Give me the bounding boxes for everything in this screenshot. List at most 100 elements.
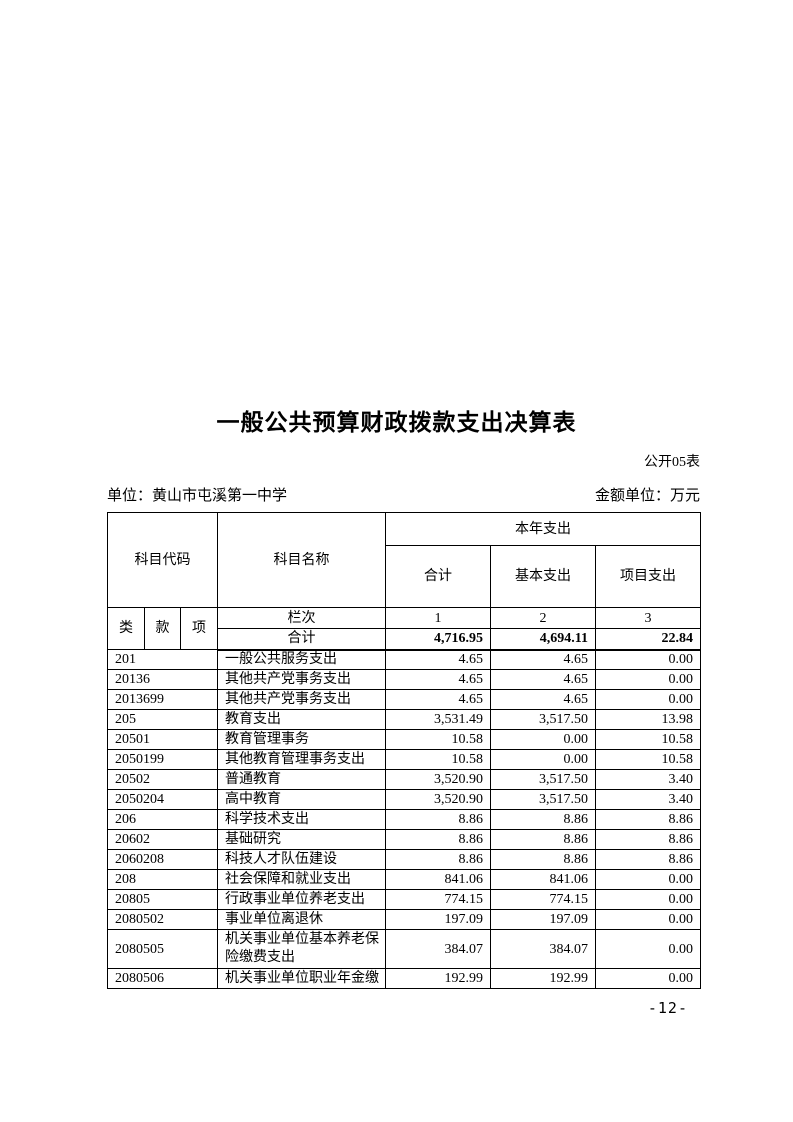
cell-code: 20502 xyxy=(107,769,218,790)
column-number-1: 1 xyxy=(385,607,491,629)
cell-basic: 3,517.50 xyxy=(490,769,596,790)
header-code-class: 类 xyxy=(107,607,145,650)
cell-project: 0.00 xyxy=(595,689,701,710)
cell-code: 20136 xyxy=(107,669,218,690)
grand-total-label: 合计 xyxy=(217,628,386,651)
header-code-section: 款 xyxy=(144,607,181,650)
cell-total: 4.65 xyxy=(385,669,491,690)
cell-name: 行政事业单位养老支出 xyxy=(217,889,386,910)
cell-basic: 4.65 xyxy=(490,689,596,710)
header-code-item: 项 xyxy=(180,607,218,650)
header-row-1: 科目代码 科目名称 本年支出 xyxy=(107,512,701,608)
cell-project: 0.00 xyxy=(595,669,701,690)
cell-basic: 384.07 xyxy=(490,929,596,969)
grand-total-row: 合计 4,716.95 4,694.11 22.84 xyxy=(108,628,701,651)
cell-name: 事业单位离退休 xyxy=(217,909,386,930)
cell-name: 科技人才队伍建设 xyxy=(217,849,386,870)
cell-basic: 841.06 xyxy=(490,869,596,890)
cell-project: 0.00 xyxy=(595,869,701,890)
cell-name: 机关事业单位职业年金缴 xyxy=(217,968,386,989)
cell-name: 社会保障和就业支出 xyxy=(217,869,386,890)
header-col-total: 合计 xyxy=(385,545,491,608)
cell-code: 20602 xyxy=(107,829,218,850)
page-number: -12- xyxy=(647,999,688,1017)
cell-code: 2060208 xyxy=(107,849,218,870)
header-subject-name: 科目名称 xyxy=(217,512,386,608)
cell-name: 普通教育 xyxy=(217,769,386,790)
table-row: 20805 行政事业单位养老支出 774.15 774.15 0.00 xyxy=(107,889,701,910)
cell-total: 384.07 xyxy=(385,929,491,969)
cell-basic: 197.09 xyxy=(490,909,596,930)
cell-name: 科学技术支出 xyxy=(217,809,386,830)
amount-unit-label: 金额单位：万元 xyxy=(594,488,700,504)
cell-total: 3,520.90 xyxy=(385,769,491,790)
cell-project: 0.00 xyxy=(595,968,701,989)
column-number-2: 2 xyxy=(490,607,596,629)
cell-name: 教育管理事务 xyxy=(217,729,386,750)
cell-name: 其他共产党事务支出 xyxy=(217,689,386,710)
cell-name: 一般公共服务支出 xyxy=(217,649,386,670)
cell-total: 197.09 xyxy=(385,909,491,930)
page-title: 一般公共预算财政拨款支出决算表 xyxy=(216,409,577,435)
cell-project: 0.00 xyxy=(595,889,701,910)
cell-name: 其他教育管理事务支出 xyxy=(217,749,386,770)
grand-total-total: 4,716.95 xyxy=(385,628,491,651)
cell-basic: 0.00 xyxy=(490,729,596,750)
cell-basic: 8.86 xyxy=(490,849,596,870)
cell-total: 8.86 xyxy=(385,849,491,870)
cell-project: 10.58 xyxy=(595,729,701,750)
cell-total: 3,531.49 xyxy=(385,709,491,730)
header-col-basic: 基本支出 xyxy=(490,545,596,608)
table-row: 20602 基础研究 8.86 8.86 8.86 xyxy=(107,829,701,850)
cell-code: 2080506 xyxy=(107,968,218,989)
cell-project: 13.98 xyxy=(595,709,701,730)
cell-code: 201 xyxy=(107,649,218,670)
table-row: 201 一般公共服务支出 4.65 4.65 0.00 xyxy=(107,649,701,670)
cell-code: 2050199 xyxy=(107,749,218,770)
header-subject-code: 科目代码 xyxy=(107,512,218,608)
table-row: 2013699 其他共产党事务支出 4.65 4.65 0.00 xyxy=(107,689,701,710)
cell-project: 0.00 xyxy=(595,909,701,930)
header-current-year: 本年支出 xyxy=(385,512,701,546)
cell-total: 10.58 xyxy=(385,749,491,770)
table-row: 2080502 事业单位离退休 197.09 197.09 0.00 xyxy=(107,909,701,930)
cell-code: 2013699 xyxy=(107,689,218,710)
column-number-3: 3 xyxy=(595,607,701,629)
table-row: 2080505 机关事业单位基本养老保险缴费支出 384.07 384.07 0… xyxy=(107,929,701,969)
cell-total: 10.58 xyxy=(385,729,491,750)
unit-label: 单位：黄山市屯溪第一中学 xyxy=(107,488,288,504)
cell-name: 高中教育 xyxy=(217,789,386,810)
cell-code: 205 xyxy=(107,709,218,730)
table-row: 20502 普通教育 3,520.90 3,517.50 3.40 xyxy=(107,769,701,790)
table-row: 2080506 机关事业单位职业年金缴 192.99 192.99 0.00 xyxy=(107,968,701,989)
grand-total-basic: 4,694.11 xyxy=(490,628,596,651)
cell-total: 774.15 xyxy=(385,889,491,910)
header-row-2: 合计 基本支出 项目支出 xyxy=(108,545,701,608)
cell-basic: 4.65 xyxy=(490,669,596,690)
table-row: 206 科学技术支出 8.86 8.86 8.86 xyxy=(107,809,701,830)
budget-table: 科目代码 科目名称 本年支出 合计 基本支出 项目支出 类 款 项 栏次 1 2… xyxy=(107,512,701,989)
header-row-3: 类 款 项 栏次 1 2 3 xyxy=(107,607,701,650)
cell-basic: 8.86 xyxy=(490,809,596,830)
header-col-project: 项目支出 xyxy=(595,545,701,608)
cell-total: 4.65 xyxy=(385,649,491,670)
cell-project: 8.86 xyxy=(595,809,701,830)
cell-code: 2050204 xyxy=(107,789,218,810)
cell-basic: 192.99 xyxy=(490,968,596,989)
cell-total: 8.86 xyxy=(385,809,491,830)
cell-total: 8.86 xyxy=(385,829,491,850)
cell-basic: 3,517.50 xyxy=(490,709,596,730)
cell-project: 10.58 xyxy=(595,749,701,770)
cell-code: 206 xyxy=(107,809,218,830)
cell-basic: 774.15 xyxy=(490,889,596,910)
meta-row: 单位：黄山市屯溪第一中学 金额单位：万元 xyxy=(107,487,700,506)
cell-basic: 4.65 xyxy=(490,649,596,670)
cell-project: 3.40 xyxy=(595,789,701,810)
cell-code: 2080502 xyxy=(107,909,218,930)
table-row: 2060208 科技人才队伍建设 8.86 8.86 8.86 xyxy=(107,849,701,870)
cell-total: 841.06 xyxy=(385,869,491,890)
cell-code: 20805 xyxy=(107,889,218,910)
cell-project: 8.86 xyxy=(595,829,701,850)
cell-total: 192.99 xyxy=(385,968,491,989)
